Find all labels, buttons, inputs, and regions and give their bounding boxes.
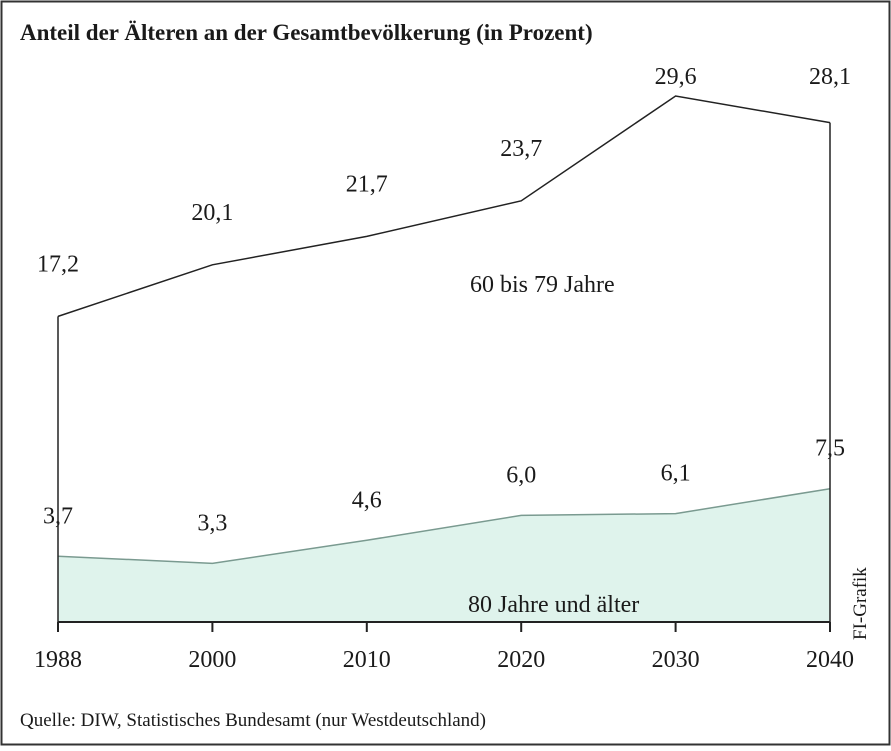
data-label: 28,1 (809, 64, 851, 90)
x-tick-label: 2030 (652, 647, 700, 673)
data-label: 21,7 (346, 171, 388, 197)
data-label: 17,2 (37, 251, 79, 277)
data-label: 4,6 (352, 487, 382, 513)
x-tick-label: 1988 (34, 647, 82, 673)
x-tick-label: 2020 (497, 647, 545, 673)
data-label: 29,6 (655, 64, 697, 90)
line (57, 95, 831, 318)
data-label: 3,3 (197, 510, 227, 536)
x-tick-label: 2000 (188, 647, 236, 673)
line (57, 487, 831, 565)
x-tick-label: 2010 (343, 647, 391, 673)
series-label: 80 Jahre und älter (468, 592, 639, 618)
data-label: 20,1 (191, 200, 233, 226)
data-label: 23,7 (500, 136, 542, 162)
x-tick-label: 2040 (806, 647, 854, 673)
series-label: 60 bis 79 Jahre (470, 272, 615, 298)
chart-title: Anteil der Älteren an der Gesamtbevölker… (20, 20, 593, 45)
source: Quelle: DIW, Statistisches Bundesamt (nu… (20, 710, 486, 731)
area (58, 488, 830, 622)
data-label: 6,0 (506, 462, 536, 488)
data-label: 6,1 (661, 461, 691, 487)
credit: FI-Grafik (850, 567, 871, 640)
